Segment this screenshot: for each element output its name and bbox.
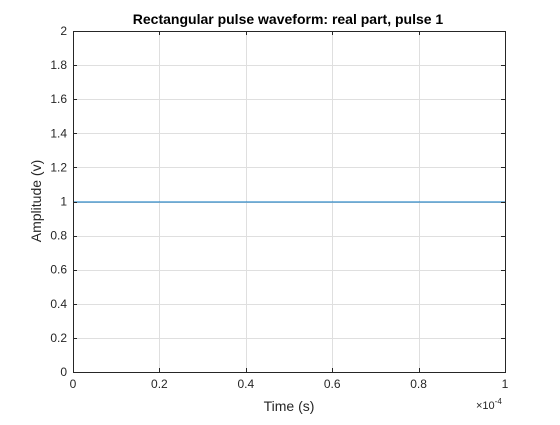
y-tick-label: 2: [60, 24, 67, 38]
tick-label-layer: 0 0.2 0.4 0.6 0.8 1 0 0.2 0.4 0.6 0.8 1 1.2 1.4 1.6 1.8…: [50, 24, 508, 391]
x-tick-label: 0: [70, 377, 77, 391]
x-tick-label: 0.4: [237, 377, 254, 391]
x-tick-label: 0.6: [324, 377, 341, 391]
x-exponent-label: ×10-4: [476, 397, 502, 412]
y-tick-label: 0.2: [50, 331, 67, 345]
x-axis-label: Time (s): [264, 398, 315, 414]
x-tick-label: 0.2: [151, 377, 168, 391]
y-tick-label: 0.6: [50, 263, 67, 277]
y-tick-label: 0.8: [50, 229, 67, 243]
x-exponent-base: ×10: [476, 400, 495, 412]
x-exponent-power: -4: [495, 397, 503, 406]
y-tick-label: 0: [60, 365, 67, 379]
x-tick-label: 0.8: [410, 377, 427, 391]
chart-title: Rectangular pulse waveform: real part, p…: [133, 11, 444, 27]
y-tick-label: 1.8: [50, 58, 67, 72]
y-tick-label: 1.2: [50, 160, 67, 174]
y-axis-label: Amplitude (v): [28, 160, 44, 242]
x-tick-label: 1: [502, 377, 509, 391]
svg-text:×10-4: ×10-4: [476, 397, 502, 412]
y-tick-label: 1.6: [50, 92, 67, 106]
y-tick-label: 0.4: [50, 297, 67, 311]
tick-layer: [73, 31, 506, 373]
y-tick-label: 1.4: [50, 126, 67, 140]
y-tick-label: 1: [60, 195, 67, 209]
